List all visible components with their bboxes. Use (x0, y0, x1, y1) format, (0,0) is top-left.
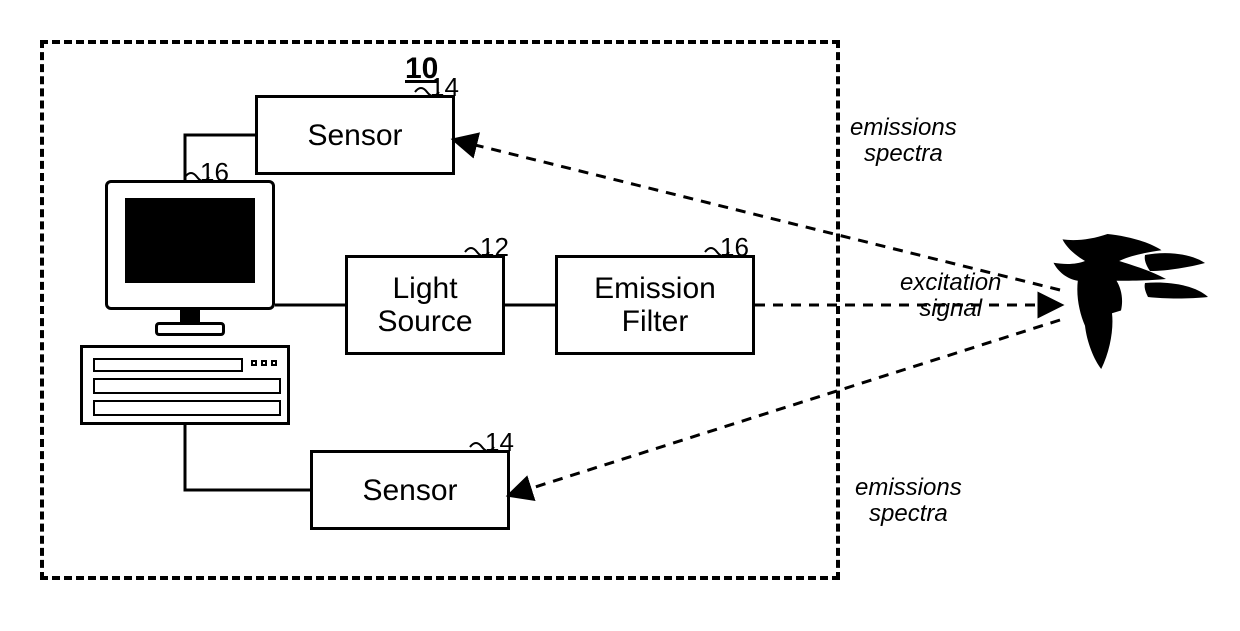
light-source-refnum: 12 (480, 232, 509, 263)
emissions-spectra-top-label: emissions spectra (850, 115, 957, 168)
emission-filter-label: Emission Filter (594, 272, 716, 338)
emission-filter-block: Emission Filter (555, 255, 755, 355)
sensor-top-refnum: 14 (430, 72, 459, 103)
excitation-signal-label: excitation signal (900, 270, 1001, 323)
emissions-spectra-bottom-label: emissions spectra (855, 475, 962, 528)
diagram-canvas: 10 Sensor 14 Light Source 12 Emission Fi… (0, 0, 1240, 631)
sensor-bottom-label: Sensor (362, 474, 457, 507)
computer-refnum: 16 (200, 157, 229, 188)
emission-filter-refnum: 16 (720, 232, 749, 263)
sensor-bottom-block: Sensor (310, 450, 510, 530)
eye-target-icon (1050, 225, 1210, 405)
sensor-top-block: Sensor (255, 95, 455, 175)
sensor-bottom-refnum: 14 (485, 427, 514, 458)
sensor-top-label: Sensor (307, 119, 402, 152)
light-source-block: Light Source (345, 255, 505, 355)
light-source-label: Light Source (377, 272, 472, 338)
